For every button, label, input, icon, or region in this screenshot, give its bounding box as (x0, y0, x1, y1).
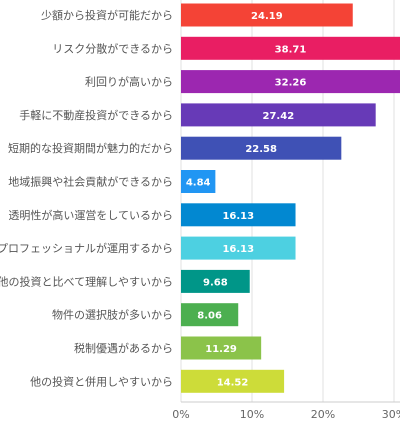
value-label: 14.52 (217, 377, 249, 388)
value-label: 9.68 (203, 277, 228, 288)
bar (181, 103, 376, 127)
bar (181, 269, 250, 293)
bar (181, 369, 285, 393)
bar (181, 203, 296, 227)
bar (181, 70, 400, 94)
value-label: 38.71 (275, 44, 307, 55)
category-label: 少額から投資が可能だから (41, 8, 173, 22)
value-label: 24.19 (251, 11, 283, 22)
category-labels: 少額から投資が可能だからリスク分散ができるから利回りが高いから手軽に不動産投資が… (0, 8, 173, 388)
value-label: 4.84 (186, 178, 211, 189)
value-label: 22.58 (245, 144, 277, 155)
category-label: 手軽に不動産投資ができるから (19, 108, 173, 122)
bar (181, 36, 400, 60)
bar (181, 303, 239, 327)
category-label: リスク分散ができるから (52, 41, 173, 55)
category-label: プロフェッショナルが運用するから (0, 241, 173, 255)
category-label: 透明性が高い運営をしているから (8, 208, 173, 222)
x-tick-label: 30% (382, 408, 400, 421)
value-label: 8.06 (197, 311, 222, 322)
bars (181, 3, 400, 393)
value-label: 16.13 (222, 211, 254, 222)
category-label: 他の投資と比べて理解しやすいから (0, 274, 173, 288)
bar (181, 136, 342, 160)
value-label: 11.29 (205, 344, 237, 355)
value-label: 16.13 (222, 244, 254, 255)
x-tick-label: 10% (240, 408, 264, 421)
bar (181, 170, 216, 193)
category-label: 他の投資と併用しやすいから (30, 374, 173, 388)
category-label: 地域振興や社会貢献ができるから (8, 175, 173, 189)
value-labels: 24.19 38.71 32.26 27.42 22.58 4.84 16.13 16.13 9… (186, 11, 307, 388)
bar (181, 236, 296, 260)
x-tick-label: 20% (311, 408, 335, 421)
value-label: 27.42 (263, 111, 295, 122)
value-label: 32.26 (275, 78, 307, 89)
bar (181, 336, 262, 360)
category-label: 利回りが高いから (85, 75, 173, 89)
grid-lines (180, 0, 400, 403)
category-label: 短期的な投資期間が魅力的だから (8, 141, 173, 155)
category-label: 税制優遇があるから (74, 341, 173, 355)
x-tick-label: 0% (172, 408, 189, 421)
x-axis-ticks: 0% 10% 20% 30% (172, 408, 400, 421)
bar (181, 3, 353, 27)
category-label: 物件の選択肢が多いから (52, 308, 173, 322)
